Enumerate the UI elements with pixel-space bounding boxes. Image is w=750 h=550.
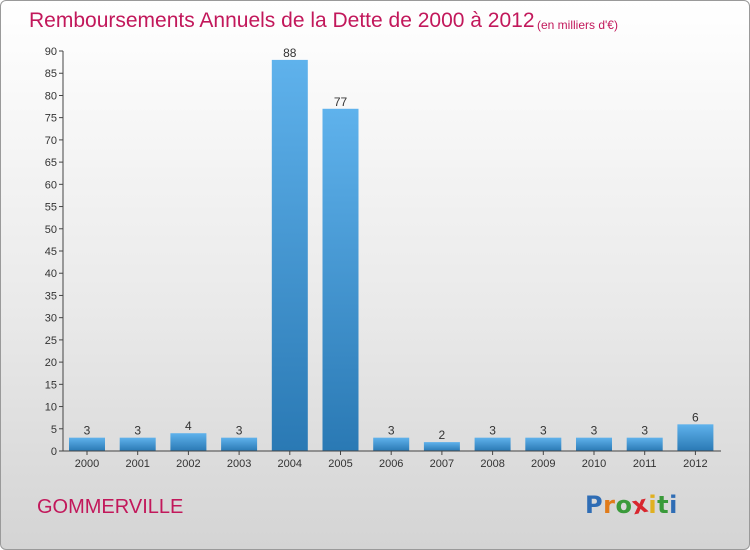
bar [119,437,156,451]
bar-value-label: 3 [489,424,496,438]
bar-value-label: 3 [540,424,547,438]
x-tick-label: 2009 [531,458,555,470]
bar [474,437,511,451]
y-tick-label: 85 [45,68,57,80]
bar-value-label: 6 [692,410,699,424]
bar-value-label: 3 [388,424,395,438]
y-tick-label: 90 [45,46,57,58]
bar [271,59,308,452]
y-tick-label: 45 [45,246,57,258]
x-tick-label: 2011 [633,458,657,470]
y-tick-label: 5 [51,424,57,436]
bar-value-label: 88 [283,46,297,60]
logo-letter: r [603,491,616,519]
x-tick-label: 2010 [582,458,606,470]
y-tick-label: 55 [45,202,57,214]
x-tick-label: 2007 [430,458,454,470]
y-tick-label: 65 [45,157,57,169]
bar-value-label: 4 [185,419,192,433]
bar [525,437,562,451]
y-tick-label: 50 [45,224,57,236]
logo-letter: P [585,491,604,519]
y-tick-label: 75 [45,113,57,125]
commune-name: GOMMERVILLE [37,496,184,518]
logo-letter: i [648,491,658,519]
bar [322,108,359,452]
y-tick-label: 60 [45,179,57,191]
y-tick-label: 10 [45,402,57,414]
bar-value-label: 3 [134,424,141,438]
bar-value-label: 3 [641,424,648,438]
x-tick-label: 2000 [75,458,99,470]
bar [576,437,612,451]
bar [373,437,410,451]
x-tick-label: 2008 [480,458,504,470]
bar [626,437,663,451]
x-tick-label: 2004 [278,458,302,470]
y-tick-label: 15 [45,379,57,391]
y-tick-label: 70 [45,135,57,147]
bar-value-label: 3 [236,424,243,438]
x-tick-label: 2003 [227,458,251,470]
y-tick-label: 80 [45,90,57,102]
chart-unit-label: (en milliers d'€) [537,18,618,32]
x-tick-label: 2002 [176,458,200,470]
bar-value-label: 3 [84,424,91,438]
bar [423,442,460,451]
y-tick-label: 30 [45,313,57,325]
bar [170,433,207,451]
bar-value-label: 2 [439,428,446,442]
x-tick-label: 2005 [328,458,352,470]
y-tick-label: 0 [51,446,57,458]
y-tick-label: 40 [45,268,57,280]
x-tick-label: 2012 [683,458,707,470]
x-tick-label: 2001 [125,458,149,470]
y-tick-label: 25 [45,335,57,347]
bar [69,437,105,451]
logo-letter: t [657,491,670,519]
bar-value-label: 77 [334,95,348,109]
y-tick-label: 35 [45,290,57,302]
chart-title: Remboursements Annuels de la Dette de 20… [29,9,535,32]
logo-letter: i [669,491,678,519]
x-tick-label: 2006 [379,458,403,470]
y-tick-label: 20 [45,357,57,369]
bar [677,424,714,451]
proxiti-logo: Proxiti [585,490,678,521]
logo-letter: o [615,491,633,519]
bar-value-label: 3 [591,424,598,438]
bar [221,437,258,451]
